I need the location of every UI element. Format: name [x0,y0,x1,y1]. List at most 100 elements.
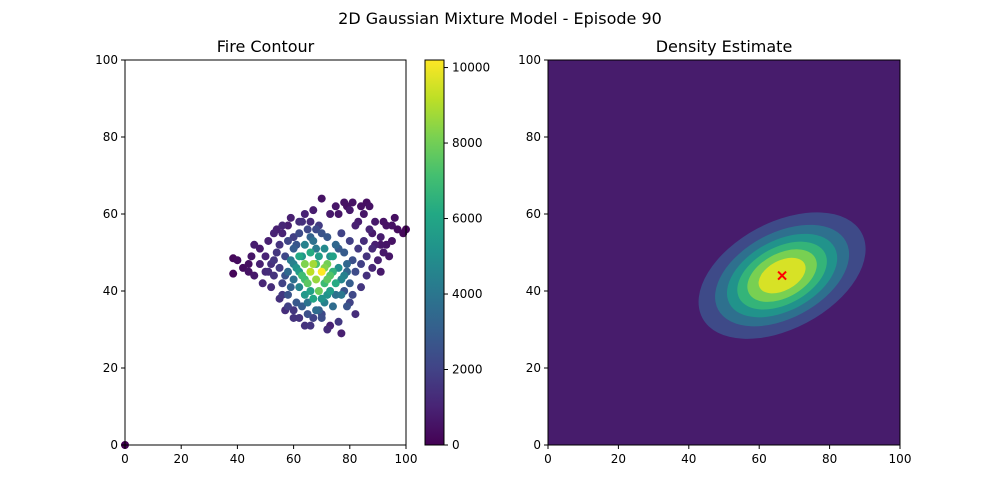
scatter-point [362,271,371,280]
scatter-point [239,263,248,272]
scatter-point [317,294,326,303]
scatter-point [359,210,368,218]
scatter-point [323,233,332,242]
scatter-point [289,233,298,242]
colorbar: 0 2000 4000 6000 8000 10000 [424,59,490,452]
scatter-point [264,236,273,245]
scatter-point [229,269,238,278]
scatter-point [379,248,388,257]
scatter-point [337,229,346,238]
scatter-point [289,244,298,253]
scatter-point [303,225,312,234]
scatter-point [334,263,343,272]
scatter-point [295,283,304,292]
scatter-point [281,252,290,261]
scatter-point [300,290,309,299]
fire-contour-x-axis: 0 20 40 60 80 100 [121,445,417,466]
density-estimate-ytick-label: 80 [526,130,541,144]
scatter-point [244,267,253,276]
fire-contour-ytick-label: 80 [103,130,118,144]
scatter-point [312,275,321,284]
scatter-point [247,252,256,261]
fire-contour-xtick-label: 80 [342,452,357,466]
scatter-point [357,260,366,269]
scatter-point [269,229,278,238]
density-estimate-xtick-label: 80 [822,452,837,466]
scatter-point [359,236,368,245]
scatter-point [250,271,259,280]
scatter-point [345,206,354,215]
scatter-point [326,287,335,295]
scatter-point [390,213,399,222]
scatter-point [295,252,304,261]
scatter-point [317,313,326,322]
scatter-point [298,302,307,311]
scatter-point [348,198,357,207]
density-estimate-ytick-label: 100 [518,53,541,67]
scatter-points [121,194,410,449]
scatter-point [351,267,360,276]
density-estimate-frame [547,59,901,446]
scatter-point [362,252,371,261]
scatter-point [295,313,304,322]
density-estimate-ytick-label: 0 [533,438,541,452]
scatter-point [264,267,273,276]
fire-contour-ytick-label: 40 [103,284,118,298]
density-estimate-y-axis: 0 20 40 60 80 100 [518,53,548,452]
scatter-point [326,210,335,218]
scatter-point [342,302,351,311]
scatter-point [345,279,354,288]
scatter-point [337,290,346,299]
density-estimate-ytick-label: 20 [526,361,541,375]
scatter-point [317,267,326,276]
scatter-point [365,225,374,234]
scatter-point [278,221,287,230]
density-estimate-xtick-label: 20 [611,452,626,466]
scatter-point [385,252,394,261]
scatter-point [334,210,343,218]
scatter-point [306,287,315,295]
scatter-point [283,302,292,311]
scatter-point [357,202,366,211]
scatter-point [357,283,366,292]
scatter-point [295,229,304,238]
scatter-point [309,236,318,245]
scatter-point [368,244,377,253]
density-estimate-xtick-label: 60 [752,452,767,466]
scatter-point [387,236,396,245]
scatter-point [275,240,284,249]
scatter-point [298,217,307,226]
scatter-point [286,283,295,292]
scatter-point [303,298,312,307]
scatter-point [340,248,349,257]
density-estimate-title: Density Estimate [656,37,793,56]
fire-contour-panel: Fire Contour 0 20 40 60 80 100 0 20 40 60 80 100 [95,37,417,466]
scatter-point [258,279,267,288]
scatter-point [267,283,276,292]
scatter-point [328,302,337,311]
scatter-point [331,202,340,211]
density-estimate-xtick-label: 40 [681,452,696,466]
fire-contour-ytick-label: 100 [95,53,118,67]
colorbar-tick-label: 10000 [452,61,490,75]
scatter-point [255,244,264,253]
fire-contour-y-axis: 0 20 40 60 80 100 [95,53,125,452]
scatter-point [309,260,318,269]
scatter-point [387,221,396,230]
scatter-point [331,290,340,299]
scatter-point [306,267,315,276]
scatter-point [255,260,264,269]
colorbar-tick-label: 6000 [452,212,483,226]
density-estimate-ytick-label: 40 [526,284,541,298]
scatter-point [312,244,321,253]
scatter-point [337,329,346,338]
scatter-point [269,256,278,265]
density-peak-marker [777,270,787,281]
scatter-point [345,236,354,245]
scatter-point [331,279,340,288]
fire-contour-xtick-label: 20 [174,452,189,466]
scatter-point [269,271,278,280]
scatter-point [354,244,363,253]
